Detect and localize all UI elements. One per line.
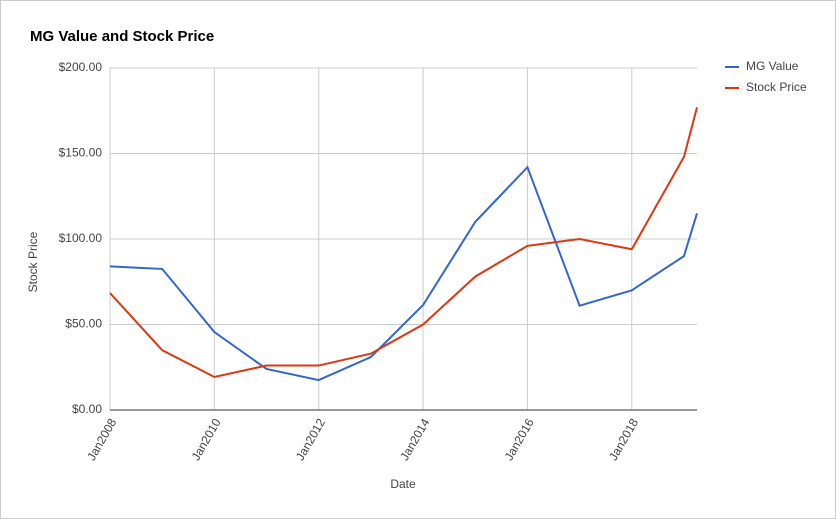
chart-title: MG Value and Stock Price: [30, 28, 214, 45]
series-line: [109, 107, 698, 379]
y-tick-label: $100.00: [59, 231, 103, 245]
y-axis-label: Stock Price: [26, 231, 40, 292]
y-tick-label: $50.00: [65, 317, 102, 331]
legend-label: MG Value: [746, 59, 799, 73]
y-tick-label: $150.00: [59, 146, 103, 160]
x-axis-label: Date: [390, 477, 416, 491]
y-tick-label: $200.00: [59, 60, 103, 74]
legend-label: Stock Price: [746, 80, 807, 94]
series-line: [109, 165, 698, 382]
y-tick-label: $0.00: [72, 402, 102, 416]
